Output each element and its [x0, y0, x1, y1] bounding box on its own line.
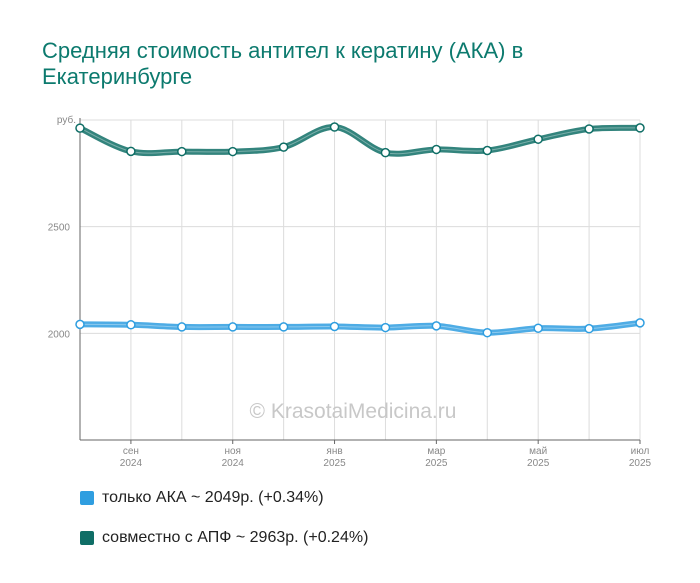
data-point-aka-apf	[380, 147, 391, 158]
y-tick-label: 2500	[48, 223, 71, 234]
legend-swatch-aka-apf	[80, 531, 94, 545]
chart-title: Средняя стоимость антител к кератину (АК…	[42, 38, 524, 89]
x-tick-year-label: 2025	[323, 458, 346, 469]
data-point-aka	[431, 321, 442, 331]
data-point-aka	[126, 320, 136, 330]
x-tick-label: сен	[123, 446, 139, 457]
data-point-aka	[278, 322, 289, 332]
x-tick-label: мар	[427, 446, 445, 457]
y-tick-label: 2000	[48, 329, 71, 340]
data-point-aka	[177, 322, 187, 332]
data-point-aka	[584, 323, 594, 334]
data-point-aka	[75, 319, 85, 330]
data-point-aka	[227, 322, 238, 332]
data-point-aka-apf	[482, 145, 493, 156]
x-tick-label: ноя	[224, 446, 241, 457]
legend-label-aka: только АКА ~ 2049р. (+0.34%)	[102, 489, 324, 506]
data-point-aka-apf	[177, 146, 187, 157]
data-point-aka-apf	[329, 122, 340, 132]
data-point-aka-apf	[227, 146, 238, 157]
x-tick-year-label: 2025	[425, 458, 448, 469]
data-point-aka	[533, 323, 543, 333]
x-tick-year-label: 2025	[527, 458, 550, 469]
legend-item-aka-apf[interactable]: совместно с АПФ ~ 2963р. (+0.24%)	[80, 527, 368, 549]
data-point-aka-apf	[75, 123, 85, 133]
x-tick-year-label: 2025	[629, 458, 652, 469]
data-point-aka-apf	[635, 123, 645, 133]
x-tick-year-label: 2024	[120, 458, 143, 469]
legend-label-aka-apf: совместно с АПФ ~ 2963р. (+0.24%)	[102, 529, 369, 546]
y-axis-unit-label: руб.	[57, 114, 76, 126]
data-point-aka	[635, 318, 645, 328]
x-tick-year-label: 2024	[222, 458, 245, 469]
data-point-aka-apf	[533, 134, 543, 144]
x-tick-label: июл	[631, 446, 650, 457]
legend-swatch-aka	[80, 491, 94, 505]
data-point-aka	[482, 327, 493, 338]
x-tick-label: май	[529, 446, 547, 457]
data-point-aka-apf	[126, 146, 136, 157]
series-line-aka-apf	[77, 124, 643, 157]
data-point-aka	[380, 322, 391, 333]
data-point-aka	[329, 321, 340, 332]
x-tick-label: янв	[326, 446, 342, 457]
data-point-aka-apf	[584, 124, 594, 134]
watermark: © KrasotaiMedicina.ru	[250, 400, 457, 423]
data-point-aka-apf	[431, 144, 442, 155]
legend-item-aka[interactable]: только АКА ~ 2049р. (+0.34%)	[80, 487, 368, 509]
data-point-aka-apf	[278, 142, 289, 152]
legend: только АКА ~ 2049р. (+0.34%) совместно с…	[80, 487, 368, 567]
